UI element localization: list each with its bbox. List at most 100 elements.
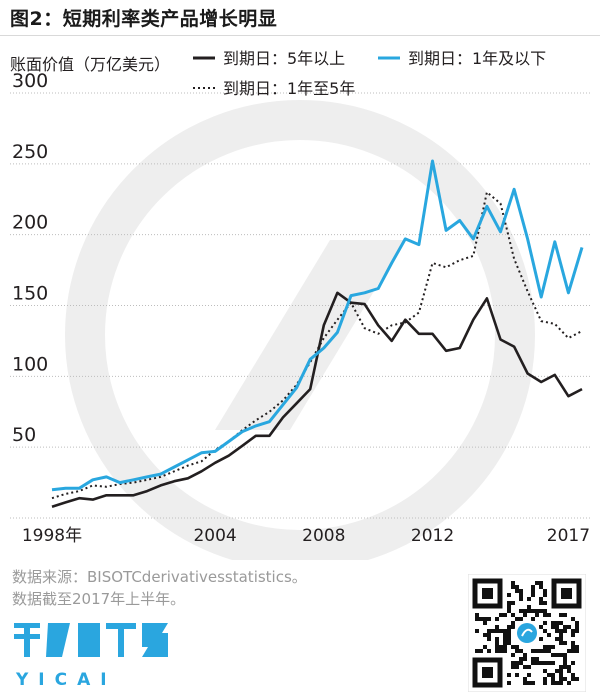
y-tick-label: 100 [12,353,48,375]
qr-module [495,641,499,645]
qr-module [559,613,563,617]
qr-module [507,609,511,613]
qr-module [547,613,551,617]
qr-module [479,649,483,653]
qr-module [511,625,515,629]
qr-module [499,649,503,653]
qr-module [507,593,511,597]
qr-module [563,613,567,617]
qr-module [535,581,539,585]
y-tick-label: 250 [12,141,48,163]
qr-module [507,601,511,605]
qr-module [575,621,579,625]
qr-module [499,613,503,617]
qr-module [531,589,535,593]
qr-module [499,645,503,649]
qr-module [503,645,507,649]
qr-module [551,681,555,685]
qr-module [571,617,575,621]
qr-module [535,649,539,653]
qr-module [571,633,575,637]
qr-module [519,617,523,621]
qr-module [515,661,519,665]
qr-module [531,609,535,613]
legend-label-2: 到期日：1年及以下 [408,49,546,68]
qr-module [507,629,511,633]
qr-module [559,637,563,641]
series-lines [51,159,584,508]
qr-module [515,645,519,649]
qr-module [507,625,511,629]
qr-module [523,681,527,685]
qr-module [503,649,507,653]
qr-module [507,633,511,637]
source-line-2: 数据截至2017年上半年。 [12,590,186,608]
qr-module [551,645,555,649]
qr-module [547,645,551,649]
qr-module [523,665,527,669]
qr-module [507,605,511,609]
qr-module [559,633,563,637]
qr-module [519,597,523,601]
qr-module [575,649,579,653]
qr-module [515,673,519,677]
x-axis-ticks: 1998年 2004 2008 2012 2017 [22,526,590,546]
qr-module [515,649,519,653]
qr-module [543,677,547,681]
qr-module [551,653,555,657]
x-tick-label: 2004 [193,526,236,546]
qr-module [531,661,535,665]
y-tick-label: 200 [12,212,48,234]
source-note: 数据来源：BISOTCderivativesstatistics。 数据截至20… [12,566,307,610]
qr-module [555,653,559,657]
qr-module [539,597,543,601]
qr-module [495,645,499,649]
qr-module [515,589,519,593]
qr-module [571,629,575,633]
qr-module [539,661,543,665]
qr-module [539,625,543,629]
qr-module [531,593,535,597]
qr-module [555,681,559,685]
series-line-3 [51,191,583,500]
qr-module [503,633,507,637]
qr-module [519,589,523,593]
qr-module [563,641,567,645]
qr-module [543,589,547,593]
qr-module [563,625,567,629]
qr-module [507,673,511,677]
qr-module [499,629,503,633]
legend-label-3: 到期日：1年至5年 [223,79,355,98]
qr-module [575,629,579,633]
qr-module [527,681,531,685]
qr-module [483,621,487,625]
qr-module [551,673,555,677]
qr-module [551,625,555,629]
qr-module [503,637,507,641]
qr-module [503,613,507,617]
qr-module [539,601,543,605]
qr-module [543,669,547,673]
qr-module [531,617,535,621]
qr-module [475,613,479,617]
qr-module [495,637,499,641]
title-divider [0,35,600,36]
qr-module [515,665,519,669]
qr-module [515,617,519,621]
qr-module [559,673,563,677]
source-line-1: 数据来源：BISOTCderivativesstatistics。 [12,568,307,586]
qr-module [487,617,491,621]
qr-module [559,665,563,669]
qr-module [543,661,547,665]
qr-module [495,617,499,621]
qr-module [519,609,523,613]
qr-module [551,621,555,625]
series-line-1 [51,291,583,508]
logo-subtext: YICAI [15,670,117,690]
qr-module [527,609,531,613]
qr-module [555,625,559,629]
y-axis-label: 账面价值（万亿美元） [10,55,170,74]
qr-module [563,677,567,681]
qr-module [563,629,567,633]
